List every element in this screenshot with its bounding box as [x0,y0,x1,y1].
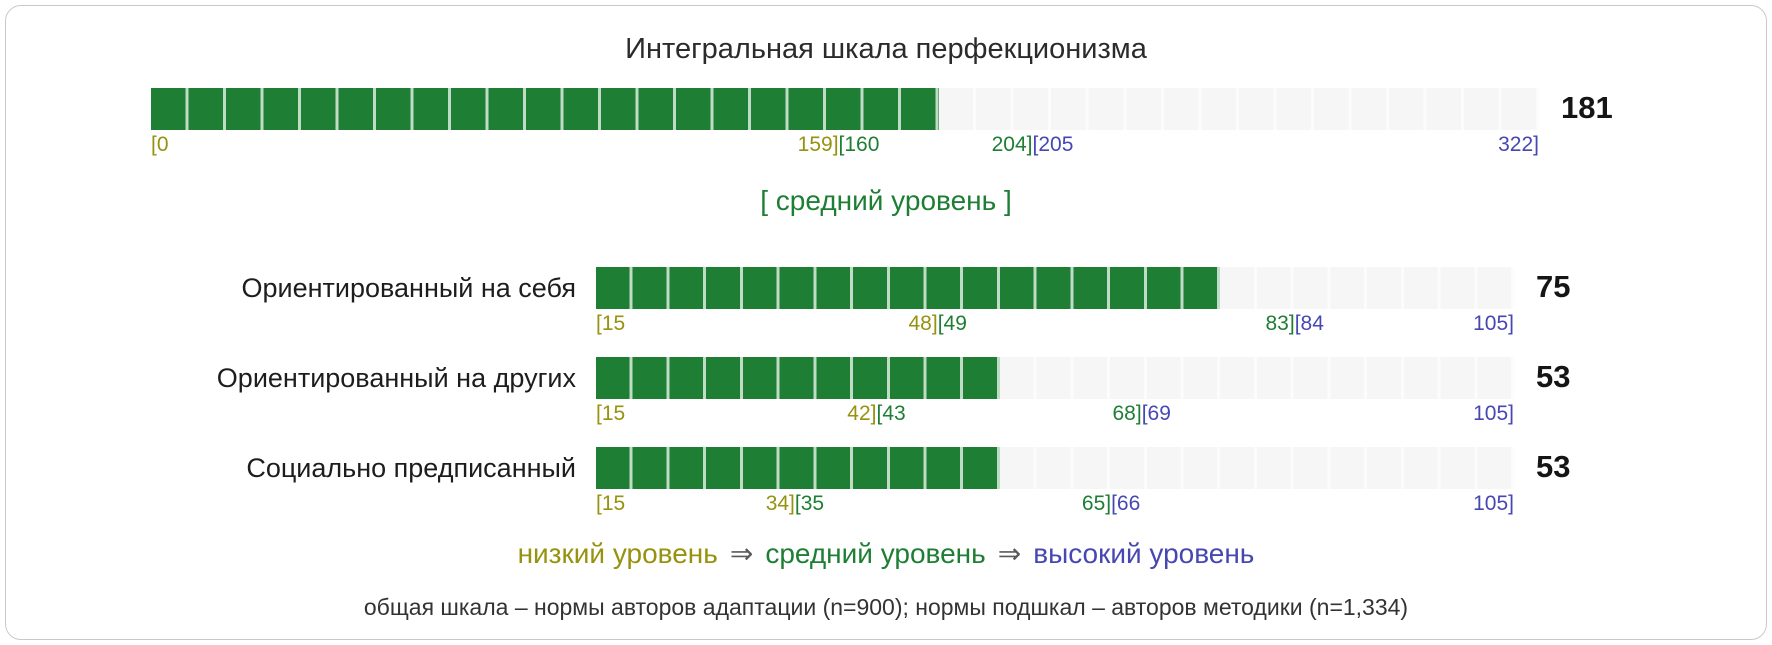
scale-marker-low-medium: 48][49 [908,312,966,336]
scale-marker-text: 68] [1112,402,1142,425]
scale-marker-end: 105] [1473,312,1514,335]
results-card: Интегральная шкала перфекционизма 181 [0… [5,5,1767,640]
level-label: [ средний уровень ] [760,185,1012,216]
subscale-markers: [15 42][43 68][69 105] [596,402,1514,428]
page-title: Интегральная шкала перфекционизма [625,33,1147,65]
subscale-label: Ориентированный на себя [241,273,576,303]
scale-marker-text: 83] [1265,312,1295,335]
scale-marker-low-medium: 159][160 [798,133,880,157]
main-scale-value: 181 [1561,90,1613,125]
scale-marker-text: [84 [1294,312,1324,335]
legend-arrow-icon: ⇒ [729,538,754,569]
scale-marker-text: [43 [876,402,906,425]
main-scale-bar [151,88,1539,130]
subscale-value: 75 [1536,269,1571,304]
subscale-bar [596,447,1514,489]
scale-marker-text: [69 [1141,402,1171,425]
subscale-value: 53 [1536,449,1571,484]
scale-marker-text: 65] [1081,492,1112,515]
subscale-markers: [15 34][35 65][66 105] [596,492,1514,518]
scale-marker-medium-high: 83][84 [1265,312,1323,336]
subscale-row: Социально предписанный 53 [15 34][35 65][66 1… [6,447,1766,518]
main-scale-markers: [0 159][160 204][205 322] [151,133,1539,159]
legend-medium-level: средний уровень [765,538,986,569]
scale-marker-start: [15 [596,492,626,515]
scale-marker-text: [35 [794,492,825,515]
scale-marker-medium-high: 204][205 [992,133,1074,157]
scale-marker-end: 105] [1473,402,1514,425]
scale-marker-text: 159] [797,133,839,156]
subscale-row: Ориентированный на других 53 [15 42][43 68][… [6,357,1766,428]
subscale-markers: [15 48][49 83][84 105] [596,312,1514,338]
scale-marker-text: 204] [991,133,1033,156]
subscale-label: Социально предписанный [246,453,576,483]
scale-marker-text: 48] [908,312,938,335]
scale-marker-text: 34] [765,492,795,515]
scale-marker-medium-high: 65][66 [1082,492,1140,516]
main-scale: 181 [0 159][160 204][205 322] [151,88,1613,159]
legend-high-level: высокий уровень [1033,538,1255,569]
scale-marker-text: 42] [847,402,877,425]
legend: низкий уровень ⇒ средний уровень ⇒ высокий у… [6,537,1766,570]
scale-marker-low-medium: 34][35 [766,492,824,516]
scale-marker-start: [0 [151,133,169,156]
subscale-value: 53 [1536,359,1571,394]
scale-marker-text: [205 [1032,133,1074,156]
footer-note: общая шкала – нормы авторов адаптации (n… [363,594,1409,620]
scale-marker-text: [66 [1111,492,1141,515]
legend-arrow-icon: ⇒ [997,538,1022,569]
scale-marker-end: 322] [1498,133,1539,156]
scale-marker-text: [49 [937,312,967,335]
subscale-label: Ориентированный на других [216,363,576,393]
legend-low-level: низкий уровень [517,538,718,569]
scale-marker-medium-high: 68][69 [1112,402,1170,426]
scale-marker-start: [15 [596,312,626,335]
subscale-row: Ориентированный на себя 75 [15 48][49 83][84… [6,267,1766,338]
scale-marker-start: [15 [596,402,626,425]
subscale-bar [596,357,1514,399]
subscales: Ориентированный на себя 75 [15 48][49 83][84… [6,267,1766,518]
scale-marker-text: [160 [838,133,880,156]
subscale-bar [596,267,1514,309]
scale-marker-low-medium: 42][43 [847,402,905,426]
scale-marker-end: 105] [1473,492,1514,515]
